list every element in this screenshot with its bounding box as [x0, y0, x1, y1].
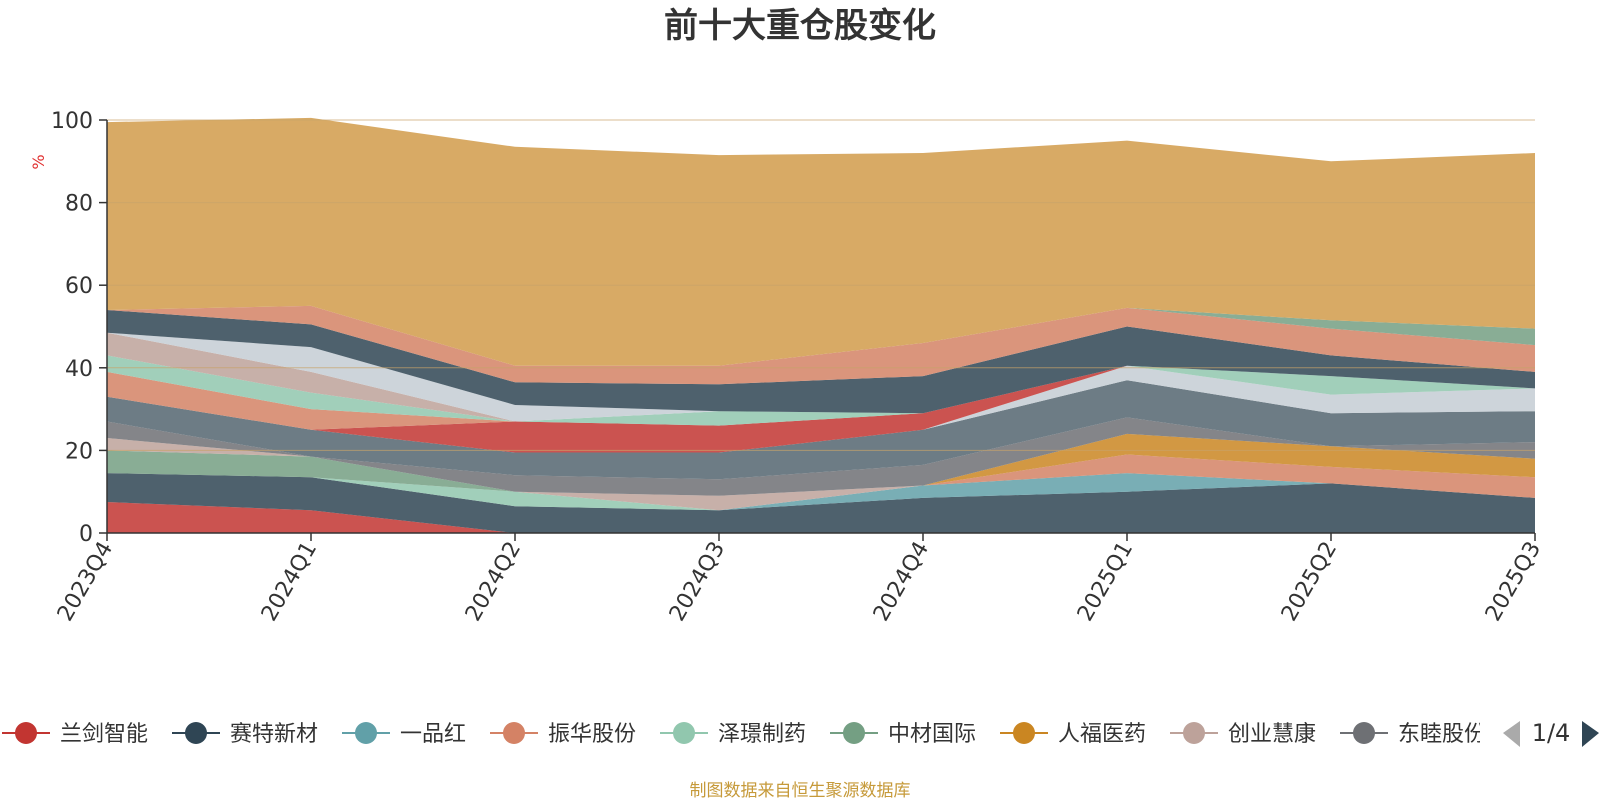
x-tick-label-3: 2024Q3: [665, 538, 730, 626]
area-series-2: [107, 473, 1535, 511]
area-series-19: [107, 305, 1535, 385]
area-series-3: [107, 454, 1535, 511]
y-tick-label-4: 80: [65, 192, 93, 217]
legend-pager: 1/4: [1503, 719, 1599, 747]
y-tick-label-5: 100: [51, 109, 93, 134]
legend-marker-icon: [673, 722, 695, 744]
legend-page-indicator: 1/4: [1532, 719, 1571, 747]
y-tick-label-3: 60: [65, 274, 93, 299]
legend-item-7[interactable]: 创业慧康: [1170, 722, 1316, 747]
legend-marker-icon: [1013, 722, 1035, 744]
legend-marker-icon: [503, 722, 525, 744]
legend-next-arrow-icon[interactable]: [1582, 721, 1599, 747]
x-tick-label-7: 2025Q3: [1481, 538, 1546, 626]
legend-item-5[interactable]: 中材国际: [830, 722, 976, 747]
legend-marker-icon: [355, 722, 377, 744]
legend-marker-icon: [185, 722, 207, 744]
area-series-7: [107, 433, 1535, 511]
legend-item-8[interactable]: 东睦股份: [1340, 722, 1486, 747]
x-tick-label-2: 2024Q2: [461, 538, 526, 626]
area-series-9: [107, 380, 1535, 480]
legend-marker-icon: [1353, 722, 1375, 744]
legend-label: 人福医药: [1058, 722, 1146, 747]
x-tick-label-1: 2024Q1: [257, 538, 322, 626]
grid-lines: [107, 119, 1535, 451]
area-series-10: [107, 365, 1535, 453]
legend-item-4[interactable]: 泽璟制药: [660, 722, 806, 747]
legend-label: 中材国际: [888, 722, 976, 747]
area-series-11: [107, 365, 1535, 453]
legend-item-3[interactable]: 振华股份: [490, 722, 636, 747]
x-tick-label-0: 2023Q4: [53, 538, 118, 626]
legend-label: 赛特新材: [230, 722, 318, 747]
legend: 兰剑智能 赛特新材 一品红 振华股份 泽璟制药 中材国际 人福医药 创业慧康 东睦股份: [2, 722, 1486, 747]
y-tick-label-2: 40: [65, 357, 93, 382]
legend-label: 泽璟制药: [718, 722, 806, 747]
x-tick-label-5: 2025Q1: [1073, 538, 1138, 626]
legend-marker-icon: [15, 722, 37, 744]
legend-label: 东睦股份: [1398, 722, 1486, 747]
legend-label: 兰剑智能: [60, 722, 148, 747]
area-series-1: [107, 473, 1535, 533]
y-tick-label-0: 0: [79, 522, 93, 547]
area-series-12: [107, 365, 1535, 430]
y-tick-label-1: 20: [65, 439, 93, 464]
x-tick-label-6: 2025Q2: [1277, 538, 1342, 626]
area-series-5: [107, 450, 1535, 511]
legend-marker-icon: [1183, 722, 1205, 744]
legend-item-0[interactable]: 兰剑智能: [2, 722, 148, 747]
legend-label: 创业慧康: [1228, 722, 1316, 747]
legend-item-1[interactable]: 赛特新材: [172, 722, 318, 747]
area-series-0: [107, 502, 1535, 533]
area-series-17: [107, 310, 1535, 414]
chart-title: 前十大重仓股变化: [664, 6, 936, 46]
legend-label: 一品红: [400, 722, 466, 747]
legend-label: 振华股份: [548, 722, 636, 747]
legend-item-2[interactable]: 一品红: [342, 722, 466, 747]
y-axis-label: %: [29, 154, 48, 169]
area-series-14: [107, 355, 1535, 422]
legend-marker-icon: [843, 722, 865, 744]
legend-prev-arrow-icon[interactable]: [1503, 721, 1520, 747]
area-series-group: [107, 117, 1535, 533]
area-series-4: [107, 454, 1535, 511]
area-series-16: [107, 332, 1535, 422]
source-footnote: 制图数据来自恒生聚源数据库: [690, 781, 911, 800]
x-tick-label-4: 2024Q4: [869, 538, 934, 626]
area-series-21: [107, 117, 1535, 366]
area-series-8: [107, 417, 1535, 496]
area-series-6: [107, 433, 1535, 511]
legend-item-6[interactable]: 人福医药: [1000, 722, 1146, 747]
